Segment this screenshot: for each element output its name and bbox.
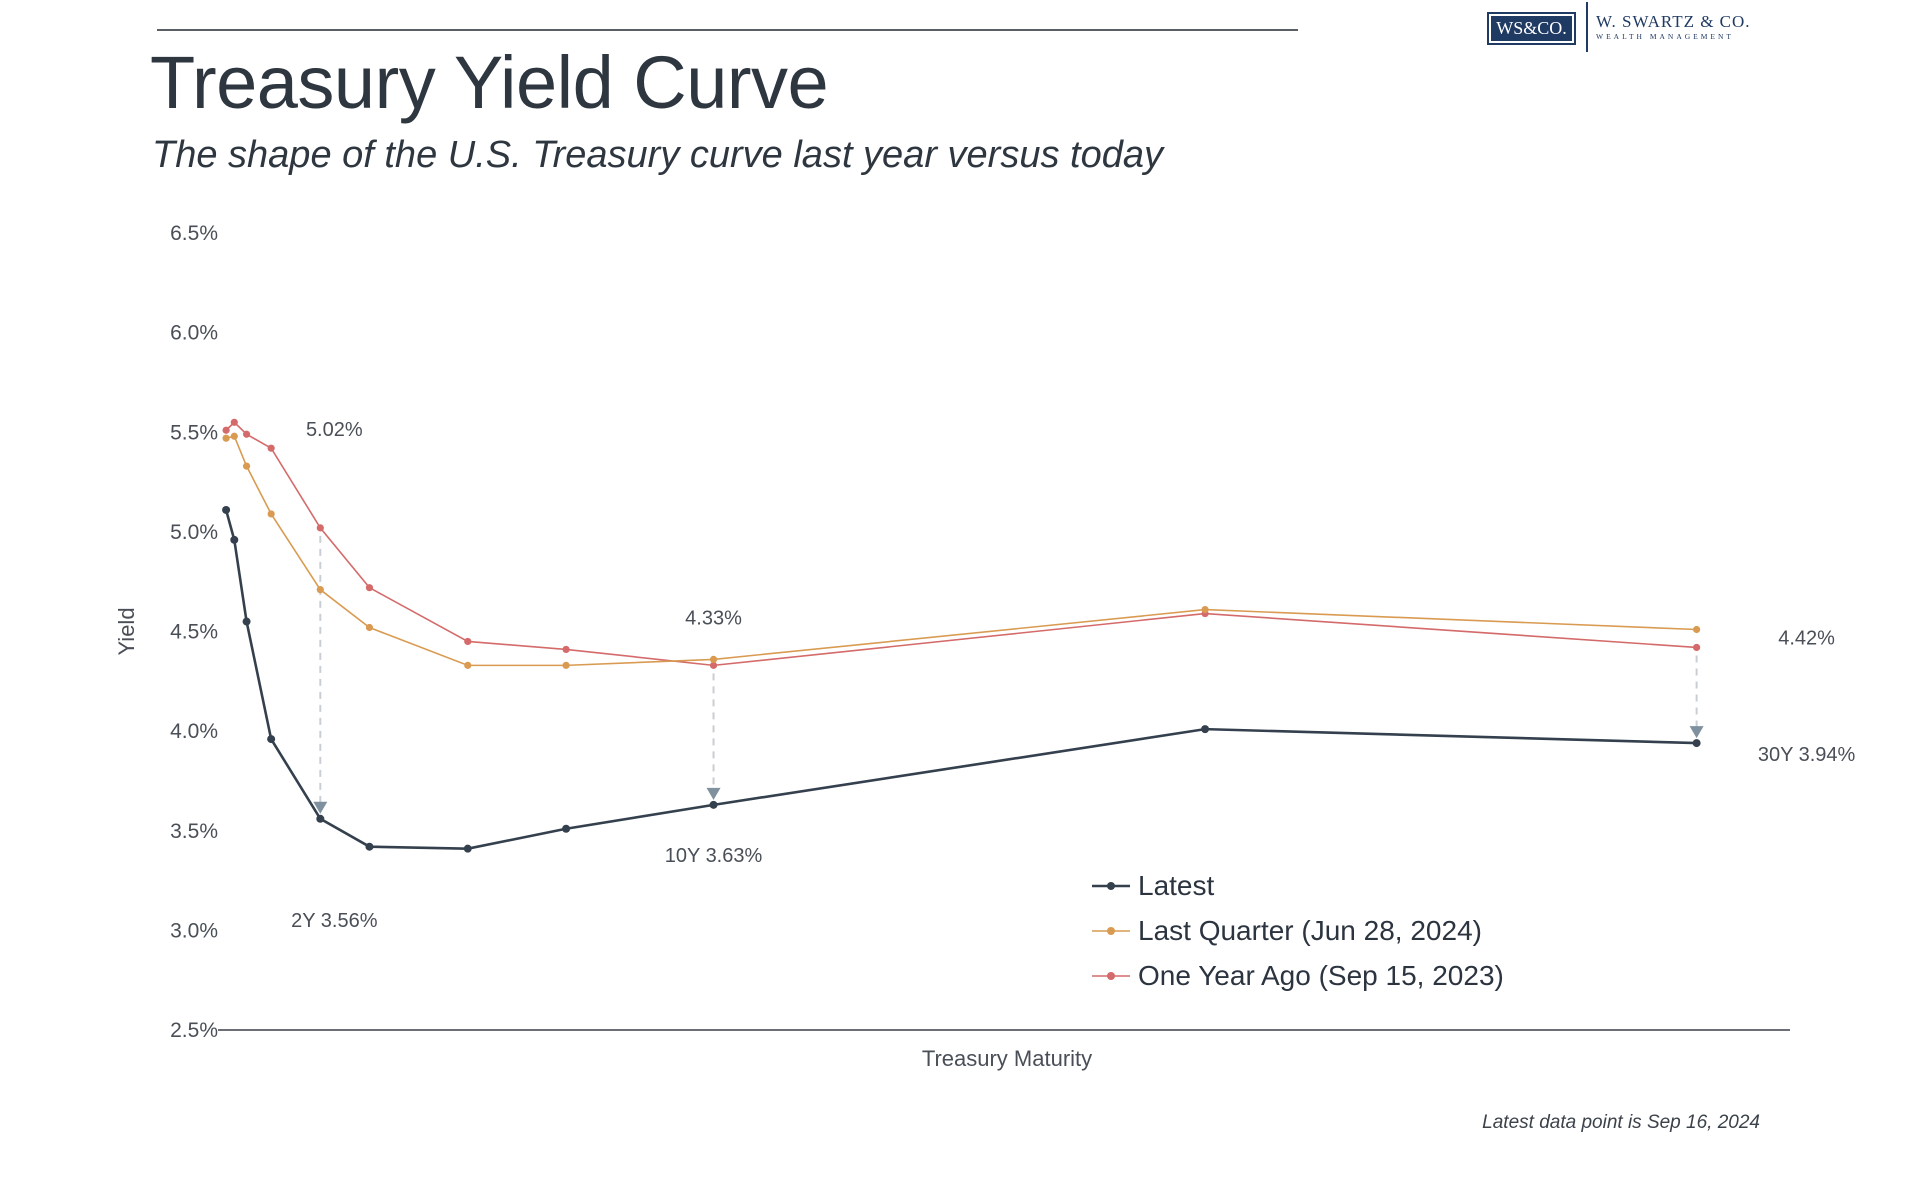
data-point [1693,625,1701,634]
data-point [242,617,251,626]
data-point [222,434,230,442]
data-point [463,844,472,853]
y-tick-label: 6.0% [170,322,218,345]
annotation-label-upper: 4.42% [1778,627,1835,649]
logo-mark-text: WS&CO. [1491,16,1572,41]
data-point [222,505,231,514]
page-title: Treasury Yield Curve [150,41,829,124]
data-point [709,655,718,663]
annotation-label-upper: 5.02% [306,419,363,441]
y-tick-label: 5.0% [170,521,218,544]
data-point [365,584,374,592]
data-point [365,842,374,851]
data-point [316,586,324,594]
annotation-label-lower: 30Y 3.94% [1758,744,1856,766]
data-point [464,637,472,646]
data-point [316,814,325,823]
data-point [709,800,718,809]
annotation-label-upper: 4.33% [685,607,742,629]
annotation-arrow [1689,726,1704,739]
logo-mark: WS&CO. [1487,12,1576,45]
y-tick-label: 5.5% [170,421,218,444]
y-tick-label: 3.5% [170,820,218,843]
data-point [267,735,276,744]
y-axis-title: Yield [114,607,139,655]
data-point [222,426,230,434]
data-point [316,524,324,532]
data-point [562,661,570,669]
legend-label: Latest [1138,870,1214,901]
data-point [1692,739,1701,748]
annotation-arrow [706,787,721,800]
logo-tagline: WEALTH MANAGEMENT [1596,32,1735,41]
y-tick-label: 4.0% [170,720,218,743]
data-point [267,510,275,518]
data-point [1693,643,1701,652]
data-point [1201,725,1210,734]
legend-swatch-marker [1107,927,1115,935]
x-axis-title: Treasury Maturity [922,1046,1092,1071]
data-point [562,824,571,833]
company-logo: WS&CO. W. SWARTZ & CO. WEALTH MANAGEMENT [1487,2,1762,54]
series-line-one-year-ago [225,421,1697,667]
data-point [230,432,238,440]
annotation-arrow [313,801,328,814]
legend-swatch-marker [1107,882,1115,890]
data-point [365,623,374,632]
data-point [709,661,718,669]
data-point [267,444,275,452]
logo-name: W. SWARTZ & CO. [1596,12,1751,31]
data-point [242,462,251,470]
y-tick-label: 4.5% [170,621,218,644]
data-point [230,535,239,544]
page-subtitle: The shape of the U.S. Treasury curve las… [152,134,1163,176]
legend-label: One Year Ago (Sep 15, 2023) [1138,960,1504,991]
footnote: Latest data point is Sep 16, 2024 [1482,1112,1760,1133]
y-tick-label: 3.0% [170,919,218,942]
data-point [230,418,238,426]
y-tick-label: 2.5% [170,1019,218,1042]
annotation-label-lower: 2Y 3.56% [291,910,378,932]
legend-swatch-marker [1107,972,1115,980]
annotation-label-lower: 10Y 3.63% [665,845,763,867]
data-point [242,430,251,438]
series-line-latest [224,509,1697,850]
data-point [1201,605,1209,614]
data-point [464,661,472,669]
legend-label: Last Quarter (Jun 28, 2024) [1138,915,1482,946]
logo-divider [1586,2,1588,52]
data-point [562,645,570,654]
y-tick-label: 6.5% [170,222,218,245]
top-rule [157,29,1298,31]
series-line-last-quarter [225,435,1697,667]
